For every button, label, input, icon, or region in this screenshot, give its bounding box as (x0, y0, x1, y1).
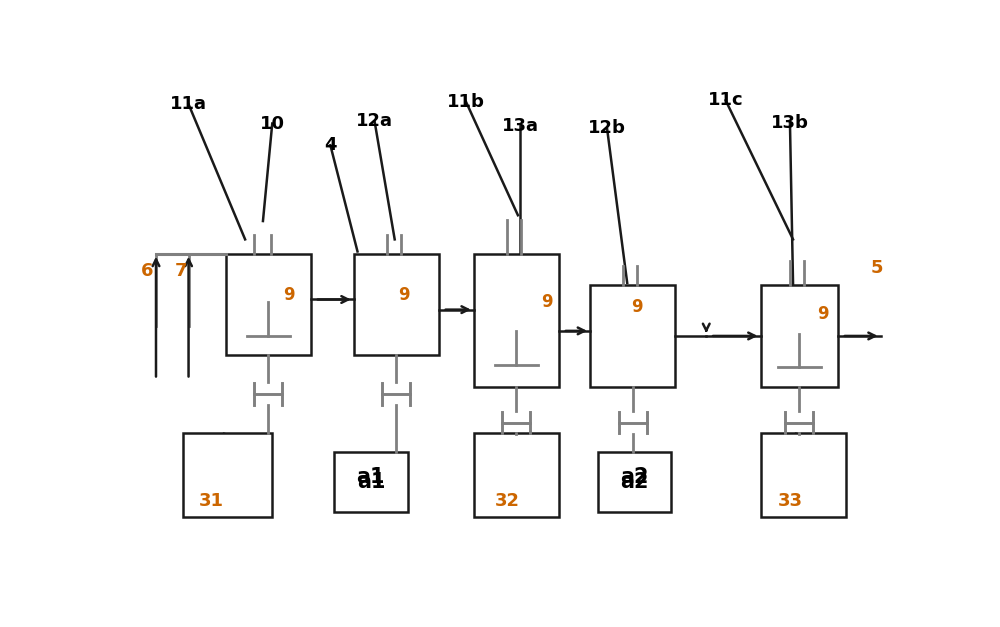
Text: a1: a1 (356, 467, 385, 487)
Text: 13a: 13a (502, 117, 539, 135)
Text: 9: 9 (817, 305, 828, 324)
Text: 12a: 12a (356, 112, 393, 130)
Text: a2: a2 (620, 467, 648, 487)
Text: 5: 5 (870, 260, 883, 277)
Bar (474, 433, 559, 517)
Bar (598, 452, 671, 512)
Text: a2: a2 (620, 472, 649, 492)
Text: 12b: 12b (588, 119, 626, 137)
Text: 11a: 11a (170, 95, 207, 113)
Text: 9: 9 (542, 293, 553, 311)
Bar (183, 433, 272, 517)
Bar (334, 452, 408, 512)
Text: 13b: 13b (771, 113, 809, 132)
Bar (761, 433, 846, 517)
Bar (226, 254, 311, 356)
Text: 32: 32 (495, 492, 520, 510)
Text: a1: a1 (357, 472, 385, 492)
Text: 9: 9 (631, 298, 642, 316)
Text: 9: 9 (398, 286, 410, 304)
Text: 7: 7 (175, 261, 187, 280)
Text: 11b: 11b (447, 93, 485, 111)
Bar (590, 285, 675, 387)
Bar (354, 254, 439, 356)
Text: 11c: 11c (708, 92, 743, 109)
Text: 10: 10 (260, 115, 285, 132)
Text: 31: 31 (199, 492, 224, 510)
Text: 6: 6 (140, 261, 153, 280)
Bar (761, 285, 838, 387)
Text: 9: 9 (283, 286, 295, 304)
Text: 33: 33 (777, 492, 802, 510)
Text: 4: 4 (324, 136, 337, 154)
Bar (474, 254, 559, 387)
